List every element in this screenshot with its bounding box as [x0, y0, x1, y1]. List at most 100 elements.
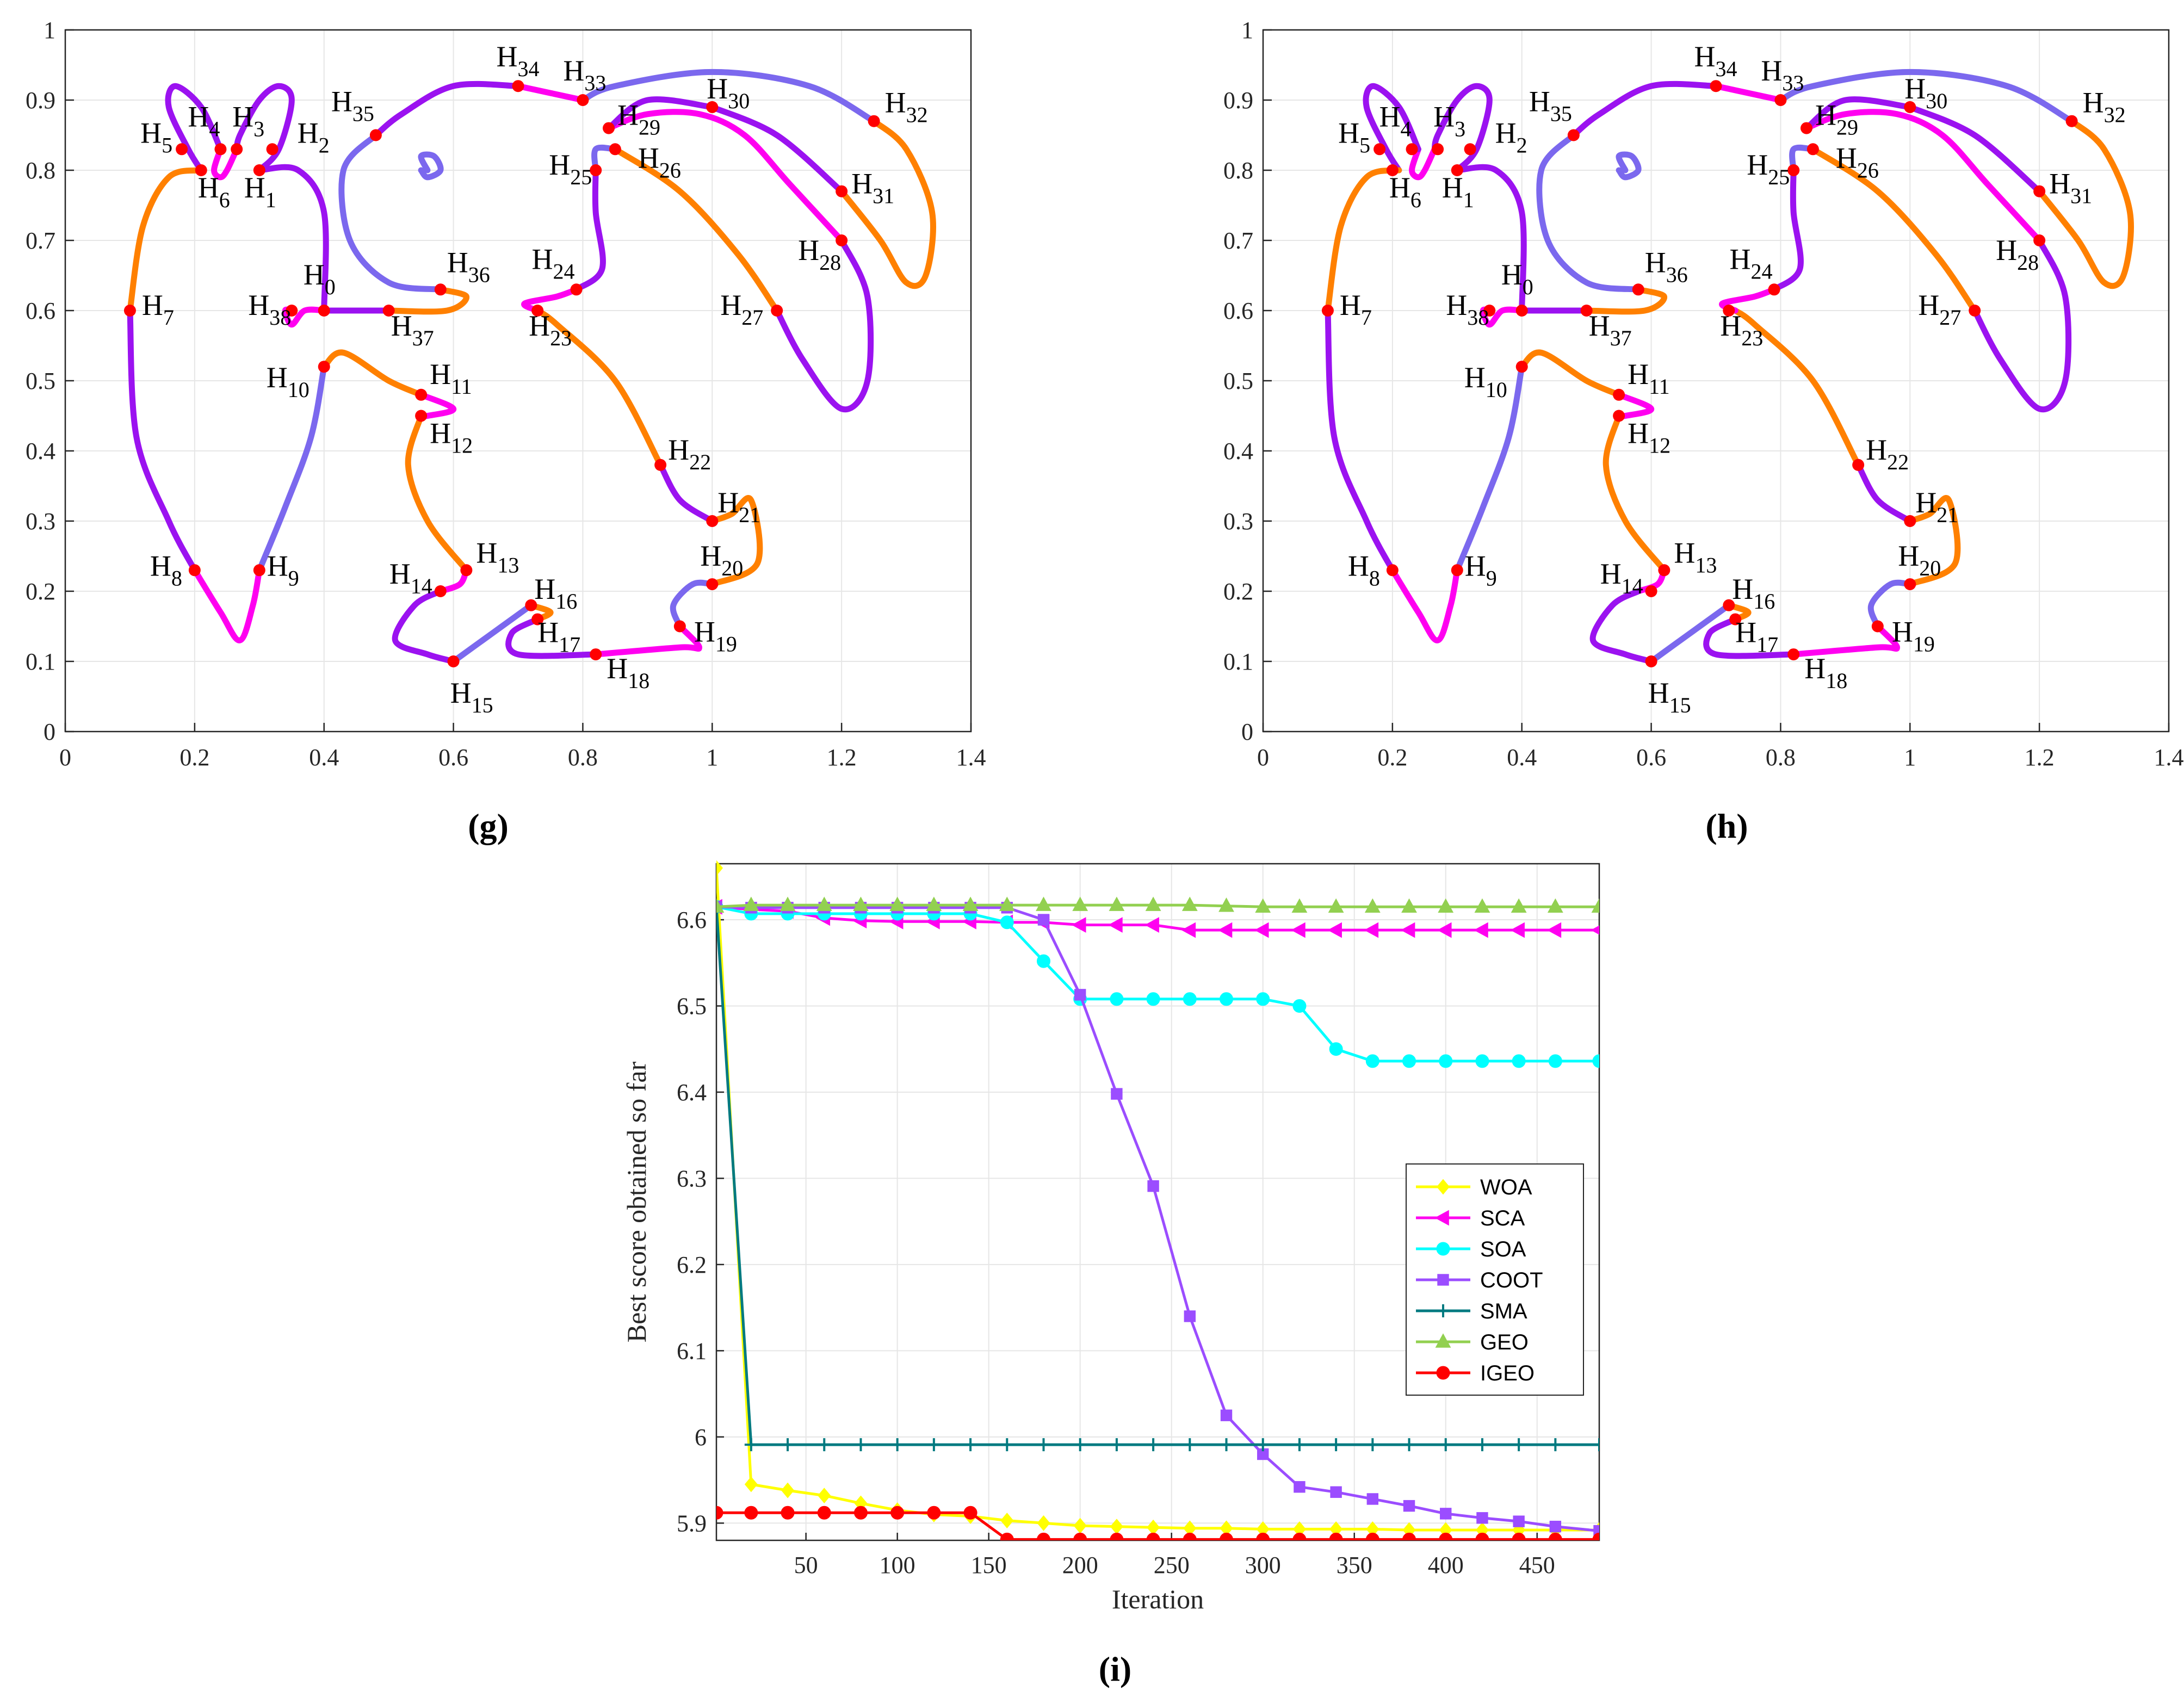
point-label-subscript: 26: [659, 158, 681, 182]
point-label-H7: H7: [1340, 289, 1372, 330]
curve-segment: [1431, 83, 1493, 174]
data-point-GEO: [1474, 898, 1490, 913]
panel-g-caption: (g): [468, 807, 509, 845]
x-tick-label: 0.4: [1507, 744, 1537, 771]
x-tick-label: 200: [1062, 1552, 1098, 1578]
data-point-GEO: [962, 896, 979, 911]
data-point-COOT: [1184, 1310, 1196, 1322]
curve-segment: [1971, 237, 2072, 413]
data-point-COOT: [1074, 989, 1086, 1001]
point-label-base: H: [331, 85, 352, 118]
y-tick-label: 0.2: [1223, 578, 1253, 605]
data-point-IGEO: [963, 1506, 977, 1520]
point-label-H26: H26: [638, 141, 681, 182]
data-point-GEO: [1218, 897, 1234, 912]
y-tick-label: 0.8: [26, 157, 55, 184]
control-point-H27: [771, 305, 783, 317]
point-label-H11: H11: [430, 358, 472, 399]
panel-h-plot: 0 0.2 0.4 0.6 0.8 1 1.2 1.4 0 0.1 0.2 0.3 0.4 0.5 0.6 0…: [1223, 17, 2184, 845]
point-label-base: H: [1628, 358, 1649, 391]
control-point-H34: [1710, 80, 1722, 92]
panel-g-control-points: [123, 80, 880, 667]
point-label-base: H: [717, 486, 739, 519]
data-point-IGEO: [1402, 1532, 1416, 1540]
data-point-SOA: [1402, 1054, 1416, 1068]
point-label-base: H: [798, 234, 819, 267]
point-label-base: H: [707, 72, 728, 105]
x-tick-label: 0: [59, 744, 71, 771]
x-tick-label: 400: [1428, 1552, 1464, 1578]
point-label-base: H: [476, 536, 497, 569]
y-tick-label: 6.6: [677, 907, 707, 933]
panel-i-convergence-plot: 50 100 150 200 250 300 350 400 450 5.9 6 6.1 6.2 6.3 6…: [621, 860, 1600, 1688]
point-label-H20: H20: [700, 540, 743, 580]
point-label-H2: H2: [1495, 116, 1527, 157]
data-point-SMA: [1073, 1438, 1087, 1452]
data-point-SMA: [1183, 1438, 1197, 1452]
curve-segment: [670, 579, 715, 629]
data-point-SCA: [1181, 922, 1196, 938]
data-point-WOA: [1000, 1513, 1014, 1528]
control-point-H23: [531, 305, 544, 317]
data-point-COOT: [1549, 1520, 1562, 1533]
curve-segment: [1803, 109, 2043, 244]
y-tick-label: 0.3: [26, 508, 55, 535]
y-tick-label: 0: [1241, 719, 1253, 745]
control-point-H26: [609, 143, 621, 156]
data-point-SOA: [1475, 1054, 1489, 1068]
point-label-H9: H9: [267, 549, 299, 590]
legend-item-SOA: SOA: [1416, 1237, 1526, 1261]
x-tick-label: 250: [1154, 1552, 1190, 1578]
point-label-H37: H37: [1589, 309, 1632, 350]
point-label-H10: H10: [267, 361, 310, 402]
data-point-IGEO: [1548, 1532, 1562, 1540]
data-point-WOA: [1256, 1521, 1270, 1537]
data-point-GEO: [1547, 898, 1563, 913]
point-label-subscript: 1: [265, 188, 276, 212]
panel-h-caption: (h): [1705, 807, 1748, 845]
curve-segment: [1867, 579, 1913, 629]
data-point-SMA: [1292, 1438, 1306, 1452]
point-label-subscript: 12: [451, 433, 473, 458]
point-label-H5: H5: [1338, 116, 1370, 157]
legend-marker: [1434, 1210, 1449, 1226]
control-point-H12: [415, 410, 428, 422]
data-point-COOT: [1111, 1088, 1123, 1100]
data-point-WOA: [716, 860, 723, 876]
data-point-SOA: [1365, 1054, 1379, 1068]
data-point-SOA: [1000, 915, 1014, 930]
control-point-H31: [836, 185, 848, 197]
control-point-H36: [1632, 283, 1644, 296]
curve-segment: [521, 286, 579, 314]
control-point-H24: [1768, 283, 1780, 296]
data-point-GEO: [779, 896, 796, 911]
point-label-base: H: [529, 309, 550, 342]
curve-segment: [1810, 146, 1978, 314]
point-label-H3: H3: [1433, 100, 1465, 141]
curve-segment: [838, 118, 936, 289]
point-label-H21: H21: [1915, 486, 1958, 527]
point-label-H27: H27: [1918, 289, 1961, 330]
point-label-subscript: 6: [1410, 188, 1421, 212]
point-label-base: H: [668, 433, 689, 466]
data-point-SOA: [1256, 992, 1270, 1006]
curve-segment: [592, 623, 702, 658]
data-point-IGEO: [1146, 1532, 1160, 1540]
point-label-H27: H27: [720, 289, 763, 330]
point-label-subscript: 6: [219, 188, 230, 212]
data-point-IGEO: [1592, 1532, 1599, 1540]
data-point-IGEO: [744, 1506, 758, 1520]
panel-g-plot: 0 0.2 0.4 0.6 0.8 1 1.2 1.4 0 0.1 0.2 0.3 0.4 0.5 0.6 0…: [26, 17, 986, 845]
data-point-SMA: [1439, 1438, 1452, 1452]
point-label-subscript: 29: [1836, 115, 1858, 140]
legend-item-COOT: COOT: [1416, 1268, 1543, 1292]
data-point-SMA: [854, 1438, 868, 1452]
point-label-subscript: 8: [171, 566, 182, 590]
point-label-subscript: 2: [1517, 133, 1527, 157]
data-point-SMA: [744, 1438, 758, 1452]
point-label-subscript: 21: [739, 503, 760, 527]
point-label-subscript: 23: [1741, 326, 1763, 350]
x-tick-label: 0.4: [309, 744, 339, 771]
data-point-SOA: [1329, 1042, 1343, 1056]
